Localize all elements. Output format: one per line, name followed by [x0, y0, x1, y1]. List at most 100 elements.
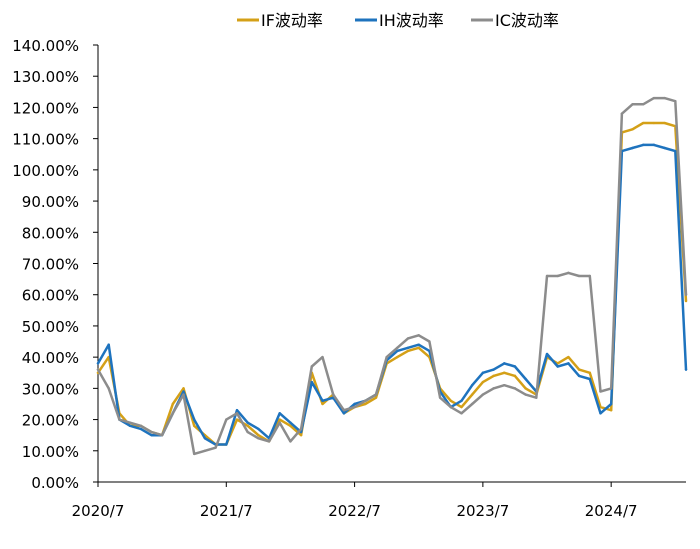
data-point	[203, 449, 207, 452]
data-point	[503, 371, 506, 374]
data-point	[513, 365, 517, 368]
data-point	[107, 387, 110, 390]
y-tick-label: 10.00%	[22, 443, 79, 461]
data-point	[449, 405, 452, 409]
data-point	[128, 421, 132, 424]
x-tick-label: 2023/7	[456, 502, 509, 520]
data-point	[235, 418, 239, 421]
data-point	[257, 433, 260, 437]
data-point	[470, 393, 474, 396]
data-point	[567, 362, 570, 365]
y-tick-label: 130.00%	[12, 68, 79, 86]
data-point	[171, 412, 175, 415]
y-tick-label: 90.00%	[22, 193, 79, 211]
data-point	[652, 96, 656, 100]
plot-area	[96, 96, 688, 456]
data-point	[321, 355, 324, 359]
data-point	[353, 405, 356, 409]
y-tick-label: 110.00%	[12, 131, 79, 149]
data-point	[107, 343, 110, 346]
y-tick-label: 80.00%	[22, 224, 79, 242]
y-tick-label: 140.00%	[12, 37, 79, 55]
data-point	[470, 384, 474, 387]
series-points-2	[96, 96, 688, 456]
data-point	[535, 396, 538, 399]
data-point	[299, 433, 303, 437]
data-point	[663, 146, 666, 150]
data-point	[470, 402, 474, 406]
data-point	[310, 380, 314, 384]
data-point	[492, 387, 495, 390]
data-point	[481, 393, 485, 396]
data-point	[193, 424, 196, 428]
data-point	[588, 377, 591, 381]
x-tick-label: 2022/7	[328, 502, 381, 520]
data-point	[246, 424, 249, 428]
data-point	[406, 346, 410, 349]
data-point	[524, 393, 527, 396]
y-tick-label: 60.00%	[22, 287, 79, 305]
data-point	[503, 384, 506, 387]
legend-label: IC波动率	[495, 11, 559, 30]
data-point	[567, 271, 570, 275]
chart-legend: IF波动率 IH波动率 IC波动率	[237, 11, 559, 30]
y-tick-label: 40.00%	[22, 349, 79, 367]
data-point	[684, 299, 688, 303]
data-point	[342, 412, 346, 415]
data-point	[513, 374, 517, 378]
y-tick-label: 30.00%	[22, 380, 79, 398]
x-tick-label: 2021/7	[200, 502, 253, 520]
data-point	[374, 396, 378, 399]
x-tick-label: 2020/7	[72, 502, 125, 520]
data-point	[556, 365, 559, 368]
data-point	[171, 402, 175, 406]
data-point	[460, 399, 463, 403]
data-point	[225, 443, 228, 446]
data-point	[674, 149, 677, 153]
data-point	[652, 121, 656, 125]
data-point	[599, 390, 602, 393]
data-point	[299, 427, 303, 431]
data-point	[321, 399, 324, 403]
data-point	[417, 343, 420, 346]
y-tick-label: 20.00%	[22, 412, 79, 430]
x-tick-label: 2024/7	[585, 502, 638, 520]
data-point	[342, 409, 346, 412]
y-tick-label: 100.00%	[12, 162, 79, 180]
data-point	[642, 143, 645, 147]
data-point	[449, 399, 452, 403]
data-point	[663, 96, 666, 100]
data-point	[278, 418, 281, 421]
series-line-0	[96, 121, 688, 446]
data-point	[588, 274, 591, 278]
data-point	[609, 409, 613, 412]
y-tick-label: 120.00%	[12, 99, 79, 117]
data-point	[278, 412, 281, 415]
data-point	[128, 424, 132, 428]
data-point	[577, 374, 581, 378]
data-point	[481, 371, 485, 374]
data-point	[609, 402, 613, 406]
series-line-2	[96, 96, 688, 456]
data-point	[278, 421, 281, 424]
data-point	[235, 409, 239, 412]
data-point	[492, 368, 495, 371]
data-point	[492, 374, 495, 378]
data-point	[503, 362, 506, 365]
data-point	[96, 368, 100, 371]
data-point	[481, 380, 485, 384]
data-point	[396, 355, 399, 359]
data-point	[556, 274, 559, 278]
data-point	[684, 293, 688, 296]
data-point	[246, 421, 249, 424]
data-point	[460, 412, 463, 415]
data-point	[396, 349, 399, 353]
data-point	[620, 112, 624, 115]
data-point	[513, 387, 517, 390]
data-point	[150, 430, 153, 434]
data-point	[364, 399, 367, 403]
data-point	[289, 424, 292, 428]
x-axis: 2020/7 2021/7 2022/7 2023/7 2024/7	[72, 481, 686, 520]
data-point	[364, 402, 367, 406]
data-point	[460, 405, 463, 409]
